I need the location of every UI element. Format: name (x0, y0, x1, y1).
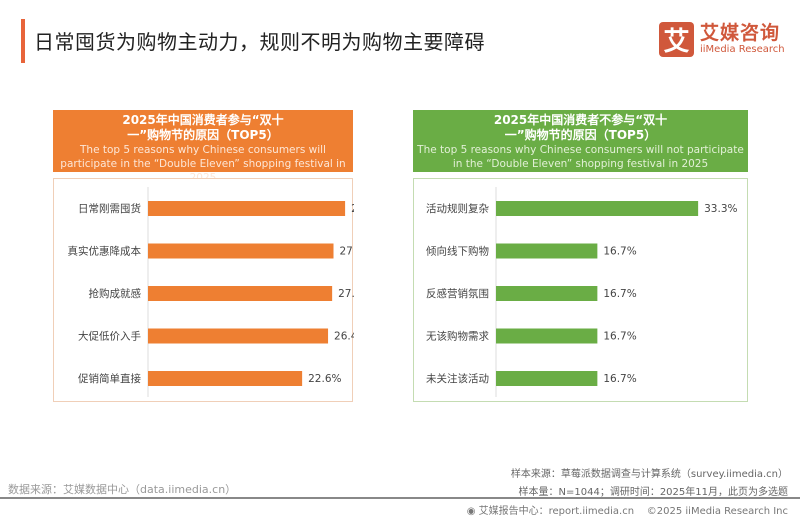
left-chart-svg: 日常刚需囤货 28.9% 真实优惠降成本 27.2% 抢购成就感 27.0% 大促低价入手 2… (68, 187, 354, 397)
value-label: 26.4% (334, 331, 354, 343)
bar (496, 243, 598, 259)
value-label: 27.2% (340, 246, 354, 258)
category-label: 真实优惠降成本 (68, 245, 142, 258)
value-label: 22.6% (308, 373, 341, 385)
value-label: 16.7% (603, 331, 636, 343)
value-label: 16.7% (603, 288, 636, 300)
report-center-icon: ◉ (466, 506, 479, 517)
value-label: 28.9% (351, 203, 354, 215)
category-label: 未关注该活动 (426, 372, 489, 385)
value-label: 27.0% (338, 288, 354, 300)
bar (496, 328, 598, 344)
logo-cn: 艾媒咨询 (700, 22, 781, 44)
category-label: 反感营销氛围 (426, 287, 489, 300)
right-chart-title-en: The top 5 reasons why Chinese consumers … (417, 144, 744, 170)
iimedia-logo: 艾 艾媒咨询 iiMedia Research (659, 22, 785, 57)
bar (148, 201, 346, 216)
left-chart-title: 2025年中国消费者参与“双十一”购物节的原因（TOP5） (122, 113, 284, 142)
bar (148, 328, 329, 344)
sample-source: 样本来源：草莓派数据调查与计算系统（survey.iimedia.cn） (510, 469, 788, 480)
category-label: 抢购成就感 (89, 287, 142, 300)
value-label: 16.7% (603, 373, 636, 385)
category-label: 大促低价入手 (78, 330, 141, 343)
left-chart-header: 2025年中国消费者参与“双十一”购物节的原因（TOP5） The top 5 … (53, 110, 353, 184)
category-label: 促销简单直接 (78, 372, 141, 385)
right-chart: 活动规则复杂 33.3% 倾向线下购物 16.7% 反感营销氛围 16.7% 无该购物需求 1… (413, 178, 748, 402)
sample-info: 样本量：N=1044；调研时间：2025年11月，此页为多选题 (518, 487, 788, 498)
category-label: 日常刚需囤货 (78, 202, 141, 215)
logo-mark: 艾 (659, 22, 694, 57)
left-chart: 日常刚需囤货 28.9% 真实优惠降成本 27.2% 抢购成就感 27.0% 大促低价入手 2… (53, 178, 354, 402)
category-label: 无该购物需求 (426, 330, 489, 343)
footer-divider (0, 497, 800, 499)
bar (148, 286, 333, 301)
page-title: 日常囤货为购物主动力，规则不明为购物主要障碍 (34, 30, 485, 54)
right-chart-header: 2025年中国消费者不参与“双十一”购物节的原因（TOP5） The top 5… (413, 110, 748, 172)
category-label: 活动规则复杂 (426, 202, 489, 215)
value-label: 33.3% (704, 203, 737, 215)
right-chart-title: 2025年中国消费者不参与“双十一”购物节的原因（TOP5） (493, 113, 668, 142)
report-center: 艾媒报告中心：report.iimedia.cn (478, 506, 635, 517)
bar (148, 371, 303, 386)
right-chart-svg: 活动规则复杂 33.3% 倾向线下购物 16.7% 反感营销氛围 16.7% 无该购物需求 1… (426, 187, 738, 397)
data-source: 数据来源：艾媒数据中心（data.iimedia.cn） (8, 483, 237, 496)
bar (148, 243, 334, 259)
bar (496, 201, 699, 216)
bar (496, 286, 598, 301)
category-label: 倾向线下购物 (426, 245, 489, 258)
footer-credits: ◉ 艾媒报告中心：report.iimedia.cn ©2025 iiMedia… (467, 502, 788, 517)
title-accent-bar (21, 19, 25, 63)
logo-en: iiMedia Research (700, 44, 785, 55)
bar (496, 371, 598, 386)
value-label: 16.7% (603, 246, 636, 258)
copyright: ©2025 iiMedia Research Inc (646, 506, 788, 517)
